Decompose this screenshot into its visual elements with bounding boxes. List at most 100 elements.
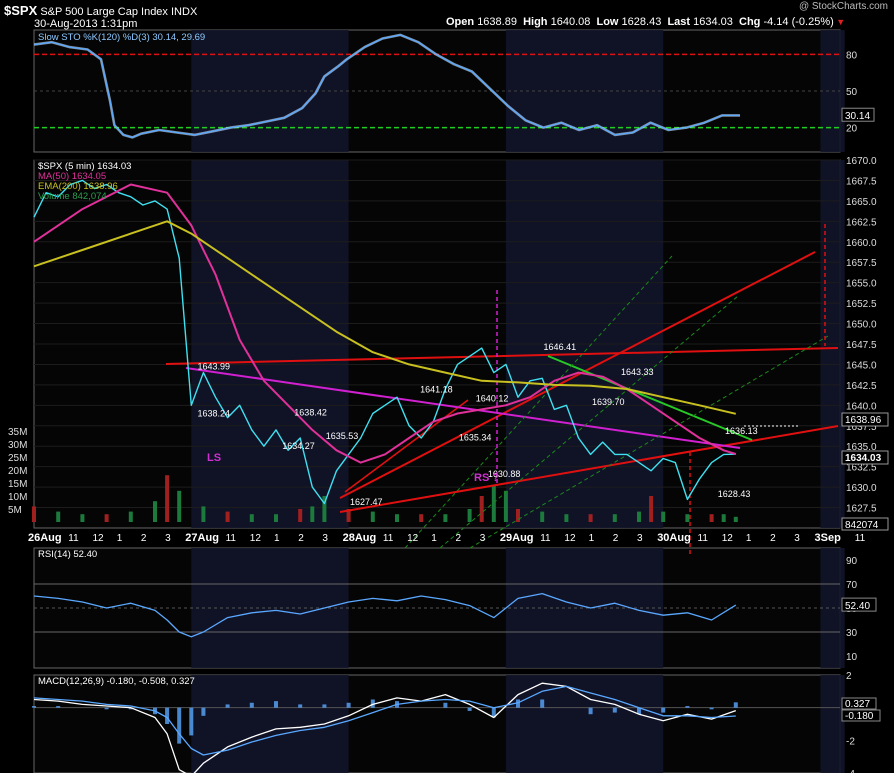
session-band-rsi-1 — [505, 548, 664, 668]
price-tick-label: 1655.0 — [846, 279, 877, 290]
volume-bar — [443, 514, 448, 522]
price-tick-label: 1645.0 — [846, 360, 877, 371]
sto-legend: Slow STO %K(120) %D(3) 30.14, 29.69 — [38, 32, 205, 43]
volume-bar — [479, 496, 484, 522]
x-tick-label: 3 — [480, 533, 486, 544]
x-tick-label: 3 — [165, 533, 171, 544]
falling-trendline — [547, 355, 753, 441]
volume-tick-label: 30M — [8, 440, 27, 451]
chart-date: 30-Aug-2013 1:31pm — [34, 18, 137, 30]
macd-histogram-bar — [56, 706, 61, 708]
price-point-label: 1635.34 — [459, 432, 492, 442]
rsi-value-box — [841, 597, 877, 612]
x-tick-label: 11 — [68, 533, 79, 544]
volume-bar — [310, 506, 315, 522]
volume-bar — [637, 511, 641, 522]
high-label: High — [523, 16, 548, 28]
low-value: 1628.43 — [621, 16, 662, 28]
volume-bar — [56, 511, 61, 522]
price-tick-label: 1652.5 — [846, 299, 877, 310]
x-tick-label: 12 — [564, 533, 576, 544]
price-point-label: 1641.18 — [420, 385, 453, 395]
macd-histogram-bar — [540, 699, 545, 708]
ls-annotation: LS — [207, 452, 221, 464]
open-label: Open — [446, 16, 475, 28]
down-arrow-icon: ▼ — [833, 17, 846, 27]
price-tick-label: 1662.5 — [846, 217, 877, 228]
sto-tick-label: 50 — [846, 87, 858, 98]
x-tick-label: 1 — [431, 533, 437, 544]
price-point-label: 1627.47 — [350, 497, 383, 507]
x-tick-label: 3 — [322, 533, 328, 544]
macd-legend: MACD(12,26,9) -0.180, -0.508, 0.327 — [38, 676, 195, 687]
price-tick-label: 1665.0 — [846, 197, 877, 208]
price-tick-label: 1627.5 — [846, 504, 877, 515]
price-point-label: 1636.13 — [725, 426, 758, 436]
rsi-legend: RSI(14) 52.40 — [38, 549, 97, 560]
macd-histogram-bar — [225, 704, 230, 708]
sto-tick-label: 20 — [846, 124, 858, 135]
volume-bar — [104, 514, 109, 522]
x-tick-label: 29Aug — [500, 532, 534, 544]
volume-bar — [177, 490, 182, 522]
volume-bar — [733, 516, 738, 522]
x-tick-label: 1 — [746, 533, 752, 544]
volume-tick-label: 15M — [8, 479, 27, 490]
rs-annotation: RS ? — [474, 472, 499, 484]
volume-bar — [721, 514, 726, 522]
volume-bar — [685, 514, 690, 522]
volume-bar — [225, 511, 230, 522]
sto-value-box — [841, 107, 875, 122]
volume-bar — [503, 490, 508, 522]
last-value-box — [841, 450, 889, 465]
rsi-tick-label: 90 — [846, 556, 858, 567]
x-tick-label: 3Sep — [815, 532, 842, 544]
price-tick-label: 1630.0 — [846, 483, 877, 494]
volume-tick-label: 10M — [8, 492, 27, 503]
x-tick-label: 12 — [250, 533, 262, 544]
price-tick-label: 1642.5 — [846, 381, 877, 392]
neckline — [185, 367, 741, 449]
volume-bar — [32, 506, 36, 522]
x-tick-label: 11 — [540, 533, 551, 544]
macd-hist-value-label: 0.327 — [845, 699, 870, 710]
volume-bar — [346, 509, 351, 522]
trendline-support — [339, 425, 839, 513]
macd-histogram-bar — [661, 707, 666, 713]
channel-line-1 — [439, 295, 739, 549]
price-point-label: 1643.33 — [621, 367, 654, 377]
volume-bar — [419, 514, 424, 522]
index-name: S&P 500 Large Cap Index — [40, 6, 168, 18]
volume-tick-label: 5M — [8, 505, 22, 516]
x-tick-label: 27Aug — [185, 532, 219, 544]
trendline-inner — [344, 399, 469, 493]
rsi-tick-label: 10 — [846, 652, 858, 663]
x-tick-label: 2 — [141, 533, 147, 544]
open-value: 1638.89 — [477, 16, 517, 28]
volume-tick-label: 20M — [8, 466, 27, 477]
price-tick-label: 1635.0 — [846, 442, 877, 453]
sto-series-line — [33, 34, 740, 139]
price-point-label: 1639.70 — [592, 397, 625, 407]
price-tick-label: 1647.5 — [846, 340, 877, 351]
session-band-sto-1 — [505, 30, 664, 152]
price-tick-label: 1657.5 — [846, 258, 877, 269]
price-point-label: 1634.27 — [282, 441, 315, 451]
x-tick-label: 2 — [613, 533, 619, 544]
last-label: Last — [667, 16, 691, 28]
symbol: $SPX — [4, 3, 38, 18]
volume-bar — [612, 514, 617, 522]
volume-bar — [540, 511, 545, 522]
change-value: -4.14 (-0.25%) — [763, 16, 834, 28]
macd-histogram-bar — [177, 707, 182, 744]
ema-value-box — [841, 412, 889, 427]
rsi-tick-label: 70 — [846, 580, 858, 591]
low-label: Low — [596, 16, 619, 28]
price-tick-label: 1650.0 — [846, 320, 877, 331]
volume-bar — [249, 514, 254, 522]
volume-value-box — [841, 517, 889, 531]
x-tick-label: 12 — [93, 533, 105, 544]
volume-bar — [395, 514, 399, 522]
macd-histogram-bar — [637, 707, 641, 715]
